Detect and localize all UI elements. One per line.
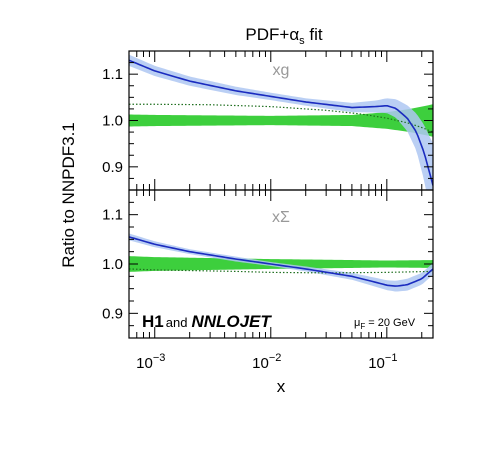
x-axis-label: x [277, 377, 286, 396]
x-tick-labels: 10−3 10−2 10−1 [136, 352, 397, 372]
x-tick-exponent: −2 [269, 352, 282, 364]
x-tick-base: 10 [368, 355, 385, 372]
x-tick-base: 10 [136, 355, 153, 372]
scale-annotation: μF = 20 GeV [354, 317, 416, 331]
x-ticks-top [128, 51, 423, 190]
y-tick-label: 0.9 [102, 159, 123, 176]
title-main: PDF+ [245, 25, 289, 44]
scale-value: = 20 GeV [365, 317, 416, 329]
x-tick-exponent: −3 [153, 352, 166, 364]
brand-nnlojet: NNLOJET [191, 312, 272, 331]
panel-label-xg: xg [273, 62, 290, 79]
x-tick-exponent: −1 [385, 352, 398, 364]
title-greek: α [289, 25, 299, 44]
panel-frame-bottom [128, 189, 434, 339]
fit-central-line [129, 59, 433, 186]
x-tick-label: 10−1 [368, 352, 397, 372]
panel-xg: xg 0.9 1.0 1.1 [102, 50, 434, 191]
brand-h1: H1 [142, 312, 164, 331]
y-tick-label: 1.1 [102, 66, 123, 83]
y-tick-label: 0.9 [102, 305, 123, 322]
y-ticks-bottom: 0.9 1.0 1.1 [102, 189, 433, 339]
x-tick-base: 10 [252, 355, 269, 372]
panel-xsigma: xΣ 0.9 1.0 1.1 [102, 189, 434, 339]
y-axis-label: Ratio to NNPDF3.1 [59, 122, 78, 268]
fit-central-line [129, 236, 433, 287]
panel-label-xsigma: xΣ [272, 209, 290, 226]
y-tick-label: 1.0 [102, 256, 123, 273]
title-tail: fit [305, 25, 323, 44]
brand-and: and [166, 315, 188, 330]
y-ticks-top: 0.9 1.0 1.1 [102, 50, 433, 191]
scale-sub: F [360, 322, 365, 331]
y-tick-label: 1.0 [102, 113, 123, 130]
x-tick-label: 10−3 [136, 352, 165, 372]
reference-band [129, 104, 433, 137]
scale-mu: μ [354, 317, 360, 329]
brand-label: H1 and NNLOJET [142, 312, 272, 331]
title-sub: s [299, 35, 305, 47]
chart-title: PDF+αs fit [245, 25, 322, 47]
y-tick-label: 1.1 [102, 207, 123, 224]
reference-dotted-line [129, 268, 433, 274]
fit-uncertainty-band [129, 54, 433, 190]
x-tick-label: 10−2 [252, 352, 281, 372]
